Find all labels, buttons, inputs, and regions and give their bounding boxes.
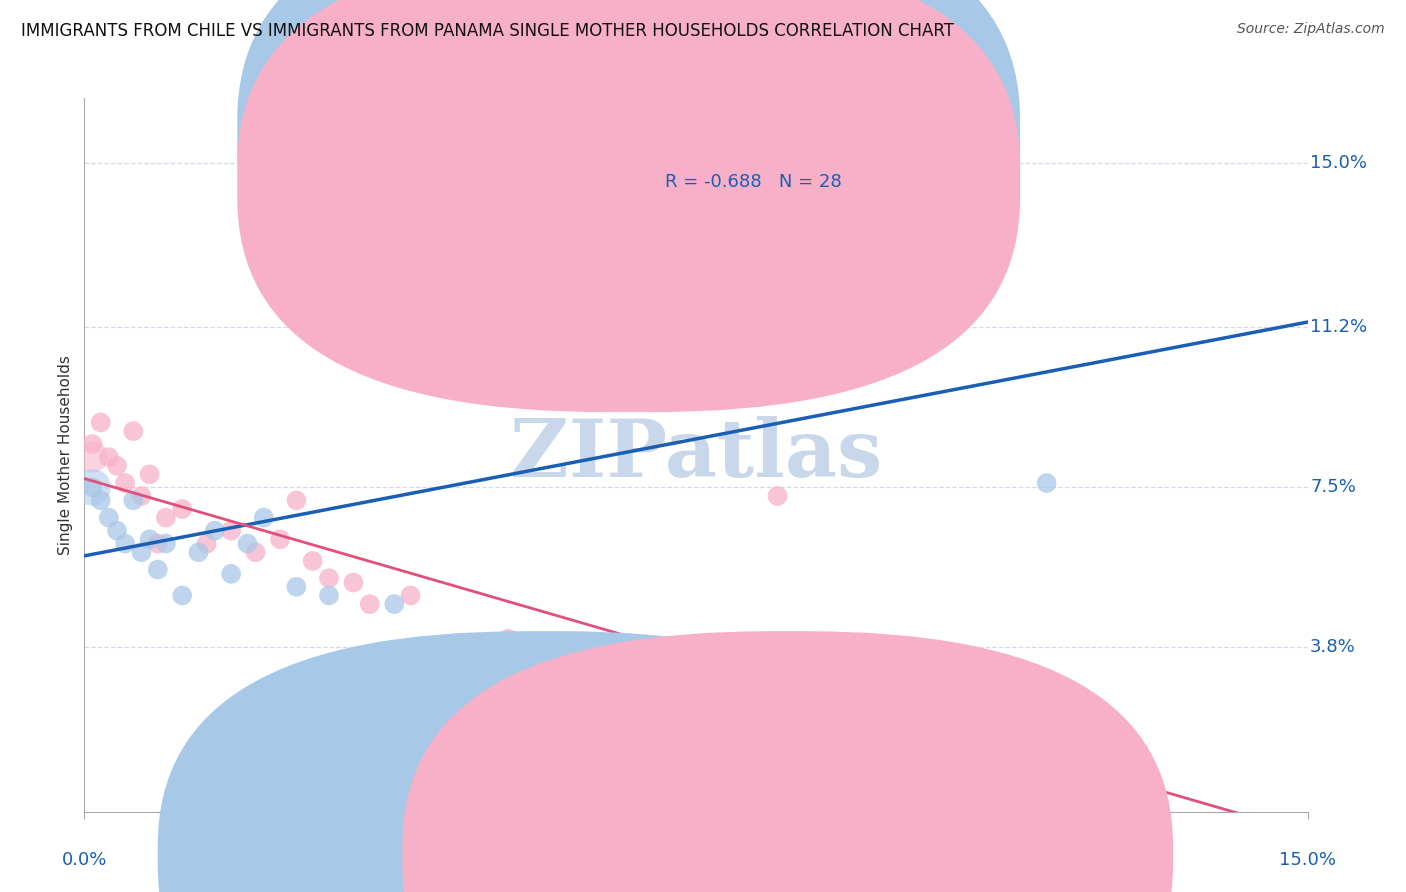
Point [766, 234, 789, 248]
Text: 11.2%: 11.2% [1310, 318, 1367, 336]
Point [498, 632, 520, 646]
FancyBboxPatch shape [402, 632, 1173, 892]
Point [253, 510, 276, 524]
Point [90, 416, 112, 430]
Point [122, 493, 145, 508]
Point [155, 510, 177, 524]
Point [82, 437, 104, 451]
Point [114, 476, 136, 491]
Point [138, 533, 160, 547]
Point [172, 502, 194, 516]
Point [146, 562, 169, 576]
Point [245, 545, 267, 559]
Point [90, 493, 112, 508]
Point [318, 571, 340, 585]
Text: Immigrants from Panama: Immigrants from Panama [818, 847, 1029, 864]
Point [562, 666, 585, 681]
Point [1035, 762, 1057, 776]
Point [219, 566, 242, 581]
Text: Immigrants from Chile: Immigrants from Chile [574, 847, 759, 864]
Point [114, 536, 136, 550]
Text: IMMIGRANTS FROM CHILE VS IMMIGRANTS FROM PANAMA SINGLE MOTHER HOUSEHOLDS CORRELA: IMMIGRANTS FROM CHILE VS IMMIGRANTS FROM… [21, 22, 955, 40]
Point [342, 575, 364, 590]
Point [172, 589, 194, 603]
Text: R = -0.688   N = 28: R = -0.688 N = 28 [665, 173, 842, 191]
Point [301, 554, 323, 568]
Text: R =  0.241   N = 22: R = 0.241 N = 22 [665, 127, 842, 145]
Point [522, 320, 544, 334]
Point [219, 524, 242, 538]
FancyBboxPatch shape [238, 0, 1021, 412]
Point [236, 536, 259, 550]
Text: 15.0%: 15.0% [1310, 154, 1367, 172]
Point [138, 467, 160, 482]
Point [155, 536, 177, 550]
FancyBboxPatch shape [579, 98, 898, 227]
Point [204, 524, 226, 538]
FancyBboxPatch shape [157, 632, 928, 892]
Point [122, 424, 145, 438]
Text: ZIPatlas: ZIPatlas [510, 416, 882, 494]
Point [285, 493, 308, 508]
Point [848, 683, 870, 698]
Point [269, 533, 291, 547]
Point [105, 524, 128, 538]
Text: 0.0%: 0.0% [62, 851, 107, 869]
Point [131, 489, 153, 503]
Point [195, 536, 218, 550]
Point [449, 648, 471, 663]
Point [1035, 476, 1057, 491]
Point [105, 458, 128, 473]
Point [82, 480, 104, 494]
Point [131, 545, 153, 559]
Point [766, 489, 789, 503]
Text: 3.8%: 3.8% [1310, 639, 1355, 657]
Y-axis label: Single Mother Households: Single Mother Households [58, 355, 73, 555]
Point [627, 675, 650, 690]
Point [382, 597, 405, 611]
Point [399, 589, 422, 603]
Point [97, 510, 120, 524]
FancyBboxPatch shape [238, 0, 1021, 366]
Point [146, 536, 169, 550]
Point [82, 450, 104, 464]
Text: 15.0%: 15.0% [1279, 851, 1336, 869]
Text: 7.5%: 7.5% [1310, 478, 1355, 496]
Point [318, 589, 340, 603]
Point [359, 597, 381, 611]
Point [97, 450, 120, 464]
Point [82, 480, 104, 494]
Point [285, 580, 308, 594]
Point [187, 545, 209, 559]
Text: Source: ZipAtlas.com: Source: ZipAtlas.com [1237, 22, 1385, 37]
